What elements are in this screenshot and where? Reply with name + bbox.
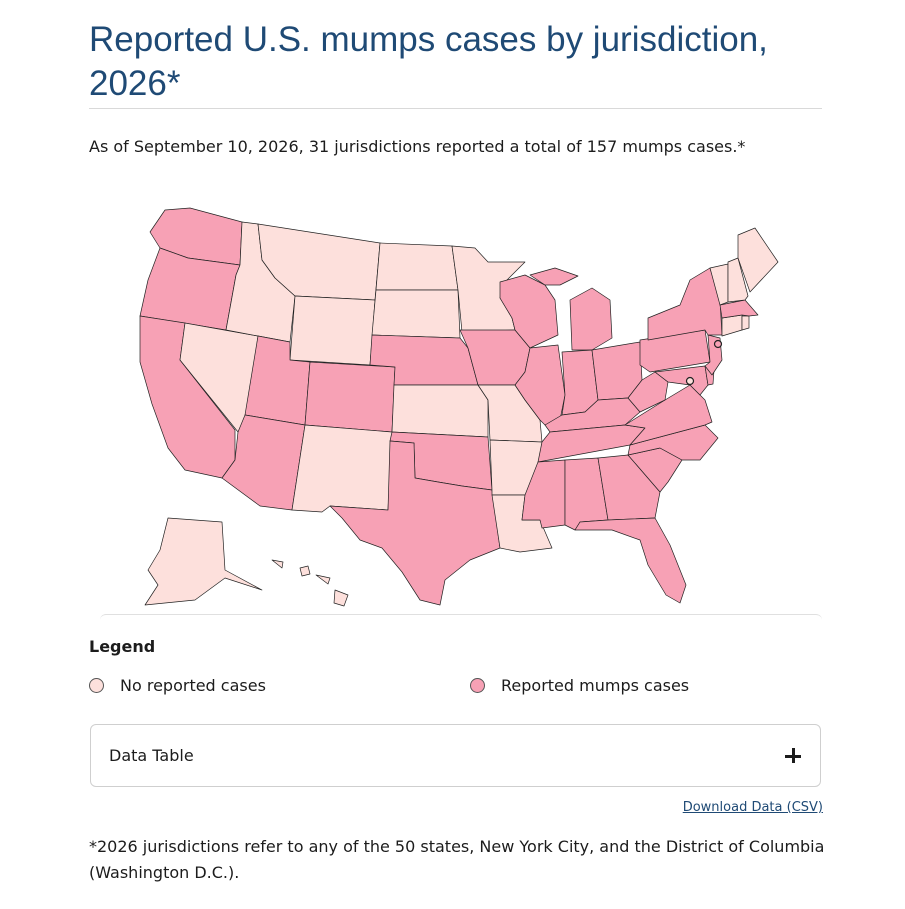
download-csv-link[interactable]: Download Data (CSV)	[682, 800, 823, 815]
legend-title: Legend	[89, 637, 156, 656]
legend-label-reported: Reported mumps cases	[501, 676, 690, 695]
state-WY[interactable]	[289, 295, 376, 366]
data-table-label: Data Table	[109, 746, 194, 765]
state-ND[interactable]	[375, 242, 459, 291]
state-SD[interactable]	[371, 289, 461, 339]
state-CT[interactable]	[721, 314, 743, 337]
plus-icon[interactable]	[784, 746, 802, 764]
legend-label-no-cases: No reported cases	[120, 676, 266, 695]
state-NY[interactable]	[647, 267, 723, 341]
map-divider	[100, 614, 822, 623]
state-RI[interactable]	[741, 315, 750, 331]
state-KS[interactable]	[391, 384, 489, 438]
title-divider	[89, 108, 822, 109]
marker-district-of-columbia[interactable]	[685, 376, 695, 386]
state-VA[interactable]	[624, 384, 713, 446]
state-CO[interactable]	[304, 361, 396, 433]
data-table-accordion[interactable]: Data Table	[90, 724, 821, 787]
legend-swatch-no-cases	[89, 678, 104, 693]
state-GA[interactable]	[597, 454, 661, 521]
marker-new-york-city[interactable]	[713, 339, 723, 349]
state-NC[interactable]	[627, 424, 719, 461]
summary-text: As of September 10, 2026, 31 jurisdictio…	[89, 137, 746, 156]
state-NH[interactable]	[727, 257, 749, 303]
state-IL[interactable]	[514, 344, 566, 426]
state-MI[interactable]	[529, 267, 613, 351]
legend-item-no-cases: No reported cases	[89, 676, 266, 695]
state-NM[interactable]	[291, 424, 393, 513]
state-WI[interactable]	[499, 274, 559, 349]
footnote: *2026 jurisdictions refer to any of the …	[89, 837, 825, 882]
state-ME[interactable]	[737, 227, 779, 293]
state-AK[interactable]	[144, 517, 263, 606]
us-map	[139, 207, 779, 607]
state-FL[interactable]	[574, 517, 687, 604]
page-title: Reported U.S. mumps cases by jurisdictio…	[89, 20, 768, 103]
state-TX[interactable]	[329, 440, 501, 606]
legend-swatch-reported	[470, 678, 485, 693]
state-HI[interactable]	[271, 559, 349, 607]
legend-item-reported: Reported mumps cases	[470, 676, 689, 695]
